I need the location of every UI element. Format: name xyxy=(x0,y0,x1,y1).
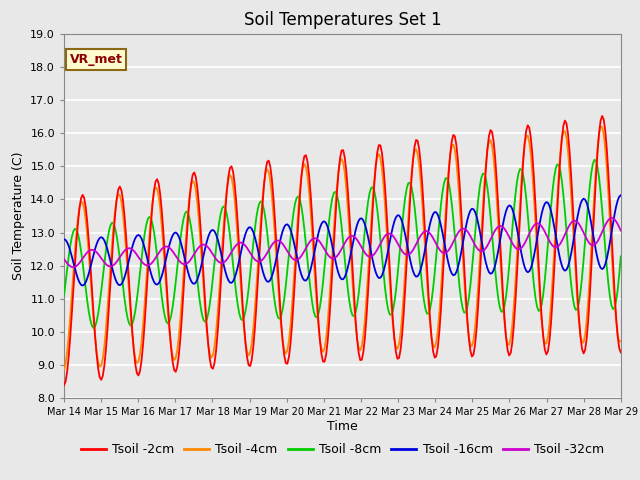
Text: VR_met: VR_met xyxy=(70,53,122,66)
Y-axis label: Soil Temperature (C): Soil Temperature (C) xyxy=(12,152,25,280)
X-axis label: Time: Time xyxy=(327,420,358,433)
Legend: Tsoil -2cm, Tsoil -4cm, Tsoil -8cm, Tsoil -16cm, Tsoil -32cm: Tsoil -2cm, Tsoil -4cm, Tsoil -8cm, Tsoi… xyxy=(76,438,609,461)
Title: Soil Temperatures Set 1: Soil Temperatures Set 1 xyxy=(244,11,441,29)
